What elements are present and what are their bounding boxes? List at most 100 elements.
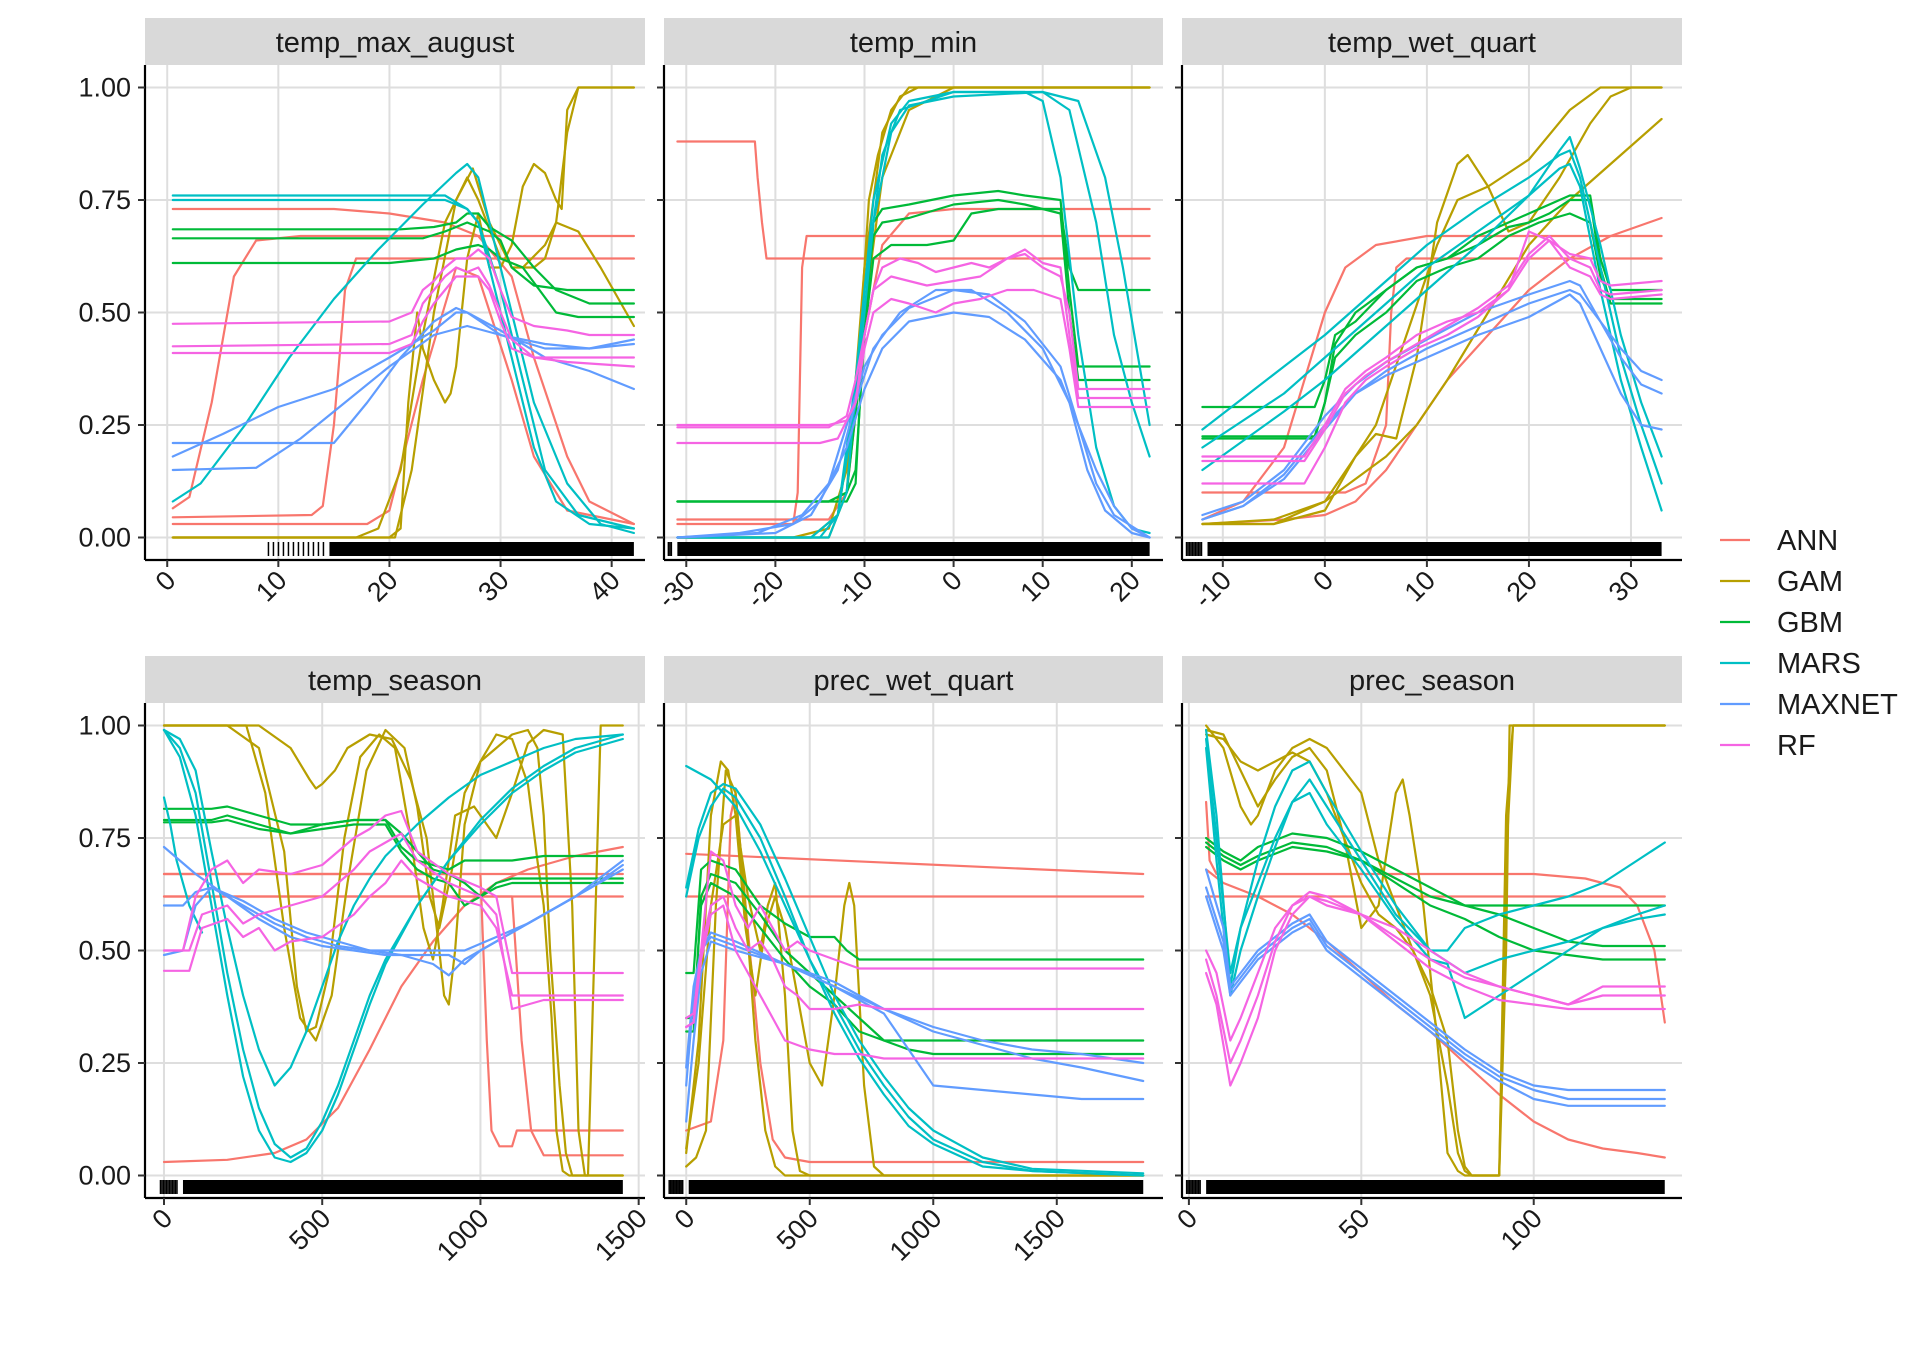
facet-strip: [1182, 18, 1682, 65]
legend-label-maxnet: MAXNET: [1777, 689, 1898, 721]
series-line-rf: [685, 904, 1145, 1060]
facet-strip-label: prec_wet_quart: [814, 665, 1014, 697]
series-line-gbm: [162, 814, 624, 871]
series-line-ann: [171, 234, 635, 510]
series-line-gbm: [676, 198, 1151, 503]
x-tick-label: 0: [669, 1203, 701, 1235]
facet-strip: [664, 656, 1163, 703]
panel-temp_season: temp_season 0.00 0.25 0.50 0.75 1.00 0 500 1000 1…: [78, 656, 653, 1267]
series-line-maxnet: [162, 868, 624, 957]
x-tick-label: -30: [652, 565, 701, 614]
facet-strip: [145, 18, 645, 65]
rug: [667, 542, 1150, 556]
y-tick-label: 1.00: [78, 711, 131, 741]
series-line-rf: [676, 252, 1151, 429]
facet-strip: [1182, 656, 1682, 703]
facet-strip-label: temp_max_august: [276, 27, 515, 59]
x-tick-label: 10: [1399, 565, 1441, 607]
x-tick-label: 10: [250, 565, 292, 607]
series-line-mars: [676, 90, 1151, 539]
x-tick-label: 10: [1014, 565, 1056, 607]
series-line-gbm: [1205, 845, 1666, 907]
y-tick-label: 0.75: [78, 823, 131, 853]
series-line-maxnet: [676, 288, 1151, 539]
x-tick-label: 100: [1495, 1203, 1548, 1256]
x-tick-label: 20: [1501, 565, 1543, 607]
series-line-maxnet: [1201, 288, 1663, 521]
series-group: [1205, 724, 1666, 1177]
series-line-mars: [1205, 746, 1666, 997]
facet-strip: [145, 656, 645, 703]
rug: [1185, 1180, 1665, 1194]
facet-strip-label: temp_season: [308, 665, 482, 697]
facet-strip: [664, 18, 1163, 65]
series-line-gam: [685, 769, 1145, 1177]
series-line-ann: [171, 257, 635, 519]
series-line-ann: [685, 791, 1145, 1164]
series-line-rf: [1201, 230, 1663, 485]
x-tick-label: 1500: [1007, 1203, 1071, 1267]
x-tick-label: 500: [283, 1203, 336, 1256]
series-line-gam: [1201, 86, 1663, 526]
panel-prec_wet_quart: prec_wet_quart 0 500 1000 1500: [657, 656, 1163, 1267]
series-line-gbm: [1205, 841, 1666, 961]
series-line-rf: [676, 248, 1151, 445]
rug: [267, 542, 634, 556]
series-group: [1201, 86, 1663, 526]
rug: [668, 1180, 1144, 1194]
y-tick-label: 1.00: [78, 73, 131, 103]
gridlines: [664, 65, 1163, 560]
series-line-gam: [685, 814, 1145, 1177]
series-line-rf: [685, 895, 1145, 1029]
series-line-rf: [171, 248, 635, 337]
rug-band: [688, 1180, 1144, 1194]
series-line-rf: [162, 859, 624, 997]
series-line-gbm: [685, 881, 1145, 1042]
series-line-rf: [1205, 890, 1666, 1065]
series-line-maxnet: [676, 288, 1151, 539]
series-line-maxnet: [1205, 886, 1666, 1101]
x-tick-label: -10: [830, 565, 879, 614]
series-line-maxnet: [1205, 895, 1666, 1107]
series-line-maxnet: [1201, 279, 1663, 517]
series-line-maxnet: [162, 863, 624, 977]
series-line-gbm: [171, 243, 635, 319]
series-line-mars: [1205, 737, 1666, 1020]
x-tick-label: 0: [936, 565, 968, 597]
panel-temp_min: temp_min -30 -20 -10 0 10 20: [652, 18, 1163, 614]
rug-band: [182, 1180, 623, 1194]
series-line-gbm: [685, 859, 1145, 975]
series-line-ann: [162, 845, 624, 1164]
rug: [159, 1180, 623, 1194]
series-line-mars: [162, 728, 624, 1159]
series-line-maxnet: [171, 306, 635, 445]
series-line-gam: [162, 724, 624, 1177]
y-tick-label: 0.75: [78, 185, 131, 215]
series-line-ann: [676, 140, 1151, 260]
series-line-gbm: [162, 805, 624, 898]
series-line-rf: [162, 832, 624, 1011]
x-tick-label: 1000: [884, 1203, 948, 1267]
series-line-gam: [162, 724, 624, 1177]
facet-strip-label: prec_season: [1349, 665, 1515, 697]
x-tick-label: 0: [1171, 1203, 1203, 1235]
series-group: [162, 724, 624, 1177]
series-line-gam: [171, 176, 635, 539]
series-line-gbm: [1205, 832, 1666, 948]
series-line-rf: [1201, 234, 1663, 463]
series-group: [685, 760, 1145, 1177]
series-line-ann: [676, 234, 1151, 526]
series-line-ann: [1205, 800, 1666, 1024]
rug-band: [329, 542, 634, 556]
series-line-gam: [171, 86, 635, 539]
x-tick-label: 0: [1307, 565, 1339, 597]
series-line-gam: [1205, 724, 1666, 1177]
x-tick-label: 40: [583, 565, 625, 607]
series-line-gam: [162, 724, 624, 1177]
series-line-mars: [1205, 728, 1666, 988]
series-group: [676, 86, 1151, 539]
series-line-gbm: [676, 189, 1151, 503]
series-line-maxnet: [171, 311, 635, 458]
